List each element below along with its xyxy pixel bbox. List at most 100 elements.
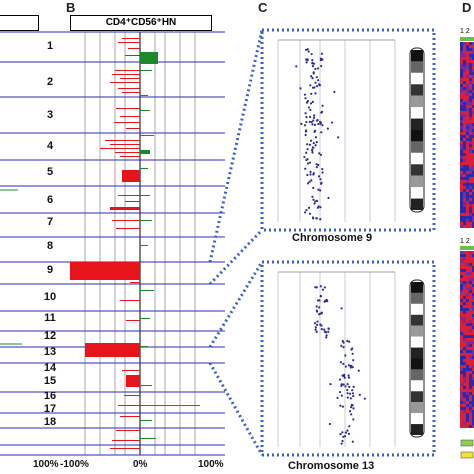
heatmap-cell-bottom xyxy=(472,374,474,377)
loss-bar xyxy=(110,144,140,145)
heatmap-cell-bottom xyxy=(463,356,466,359)
chr9-probe-point xyxy=(306,162,310,165)
chr9-probe-point xyxy=(311,123,314,126)
heatmap-cell-bottom xyxy=(466,395,469,398)
heatmap-cell-top xyxy=(466,171,469,174)
heatmap-cell-top xyxy=(469,222,472,225)
loss-bar xyxy=(118,42,140,43)
heatmap-cell-bottom xyxy=(472,419,474,422)
chr13-probe-point xyxy=(352,359,355,362)
chr9-probe-point xyxy=(321,171,324,174)
heatmap-cell-bottom xyxy=(472,296,474,299)
heatmap-cell-top xyxy=(469,162,472,165)
chr9-probe-point xyxy=(319,122,322,125)
heatmap-cell-bottom xyxy=(469,347,472,350)
chr9-probe-point xyxy=(308,120,311,123)
heatmap-cell-top xyxy=(469,51,472,54)
heatmap-cell-bottom xyxy=(460,404,463,407)
heatmap-cell-top xyxy=(469,207,472,210)
heatmap-cell-bottom xyxy=(472,413,474,416)
chr13-probe-point xyxy=(339,404,342,407)
heatmap-cell-bottom xyxy=(469,359,472,362)
heatmap-cell-bottom xyxy=(466,326,469,329)
chr13-probe-point xyxy=(341,431,344,434)
heatmap-cell-top xyxy=(460,216,463,219)
heatmap-cell-bottom xyxy=(472,251,474,254)
heatmap-cell-bottom xyxy=(463,374,466,377)
heatmap-cell-top xyxy=(472,96,474,99)
zoom-box-chr9-ideogram-band xyxy=(411,175,423,188)
heatmap-cell-bottom xyxy=(469,263,472,266)
heatmap-cell-bottom xyxy=(463,371,466,374)
heatmap-cell-top xyxy=(469,111,472,114)
chr9-probe-point xyxy=(314,81,317,84)
panel-d-header-top: 1 2 xyxy=(460,28,470,35)
heatmap-cell-top xyxy=(469,210,472,213)
heatmap-cell-top xyxy=(469,144,472,147)
heatmap-cell-top xyxy=(472,219,474,222)
heatmap-cell-bottom xyxy=(463,350,466,353)
heatmap-cell-top xyxy=(466,186,469,189)
heatmap-cell-bottom xyxy=(463,362,466,365)
heatmap-cell-top xyxy=(460,123,463,126)
heatmap-cell-bottom xyxy=(469,419,472,422)
heatmap-cell-bottom xyxy=(466,269,469,272)
heatmap-cell-top xyxy=(466,177,469,180)
chr13-probe-point xyxy=(350,413,353,416)
heatmap-cell-top xyxy=(472,159,474,162)
chr13-probe-point xyxy=(343,376,346,379)
heatmap-cell-top xyxy=(460,126,463,129)
heatmap-cell-top xyxy=(469,72,472,75)
heatmap-cell-top xyxy=(463,48,466,51)
chr13-probe-point xyxy=(349,397,352,400)
heatmap-cell-top xyxy=(460,192,463,195)
heatmap-cell-bottom xyxy=(469,356,472,359)
heatmap-cell-bottom xyxy=(463,404,466,407)
chr13-probe-point xyxy=(348,385,351,389)
chr13-probe-point xyxy=(347,376,351,379)
heatmap-cell-top xyxy=(466,123,469,126)
heatmap-cell-bottom xyxy=(469,410,472,413)
heatmap-cell-bottom xyxy=(460,305,463,308)
heatmap-cell-top xyxy=(466,96,469,99)
heatmap-cell-top xyxy=(460,114,463,117)
heatmap-cell-top xyxy=(463,78,466,81)
heatmap-cell-top xyxy=(469,195,472,198)
heatmap-cell-bottom xyxy=(472,347,474,350)
heatmap-cell-top xyxy=(469,108,472,111)
heatmap-cell-top xyxy=(460,138,463,141)
chr13-probe-point xyxy=(318,299,321,302)
heatmap-cell-bottom xyxy=(466,311,469,314)
zoom-box-chr9-ideogram-band xyxy=(411,107,423,119)
chr9-probe-point xyxy=(317,79,320,82)
heatmap-cell-bottom xyxy=(466,260,469,263)
chr9-probe-point xyxy=(311,59,314,62)
chr9-probe-point xyxy=(315,85,319,88)
heatmap-cell-top xyxy=(466,159,469,162)
heatmap-cell-top xyxy=(460,45,463,48)
heatmap-cell-top xyxy=(469,135,472,138)
gain-bar xyxy=(140,290,154,291)
chr9-probe-point xyxy=(312,198,315,201)
chr13-probe-point xyxy=(327,327,330,330)
heatmap-cell-bottom xyxy=(460,425,463,428)
chr13-probe-point xyxy=(346,383,349,386)
zoom-box-chr9-ideogram-band xyxy=(411,61,423,73)
heatmap-cell-top xyxy=(463,219,466,222)
heatmap-cell-top xyxy=(460,84,463,87)
heatmap-cell-bottom xyxy=(463,281,466,284)
heatmap-cell-bottom xyxy=(466,413,469,416)
loss-bar xyxy=(100,148,140,149)
chr9-probe-point xyxy=(304,211,307,214)
heatmap-cell-bottom xyxy=(463,287,466,290)
chr13-probe-point xyxy=(350,348,353,351)
chr9-probe-point xyxy=(306,173,309,177)
chr9-probe-point xyxy=(312,217,315,220)
heatmap-cell-top xyxy=(469,102,472,105)
chr13-probe-point xyxy=(346,429,349,432)
chr9-probe-point xyxy=(315,199,319,202)
heatmap-cell-bottom xyxy=(472,332,474,335)
heatmap-cell-bottom xyxy=(472,404,474,407)
zoom-box-chr13-ideogram-band xyxy=(411,391,423,403)
heatmap-cell-top xyxy=(472,60,474,63)
